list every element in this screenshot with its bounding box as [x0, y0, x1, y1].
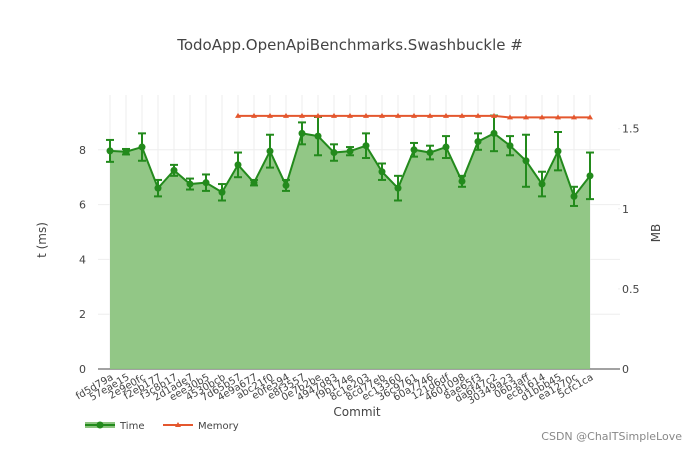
marker: [571, 114, 577, 120]
legend-label: Time: [119, 421, 144, 432]
marker: [570, 192, 578, 200]
marker: [235, 112, 241, 118]
chart-title: TodoApp.OpenApiBenchmarks.Swashbuckle #: [176, 36, 523, 54]
marker: [491, 112, 497, 118]
y-axis-label: t (ms): [35, 222, 49, 258]
marker: [523, 114, 529, 120]
marker: [426, 149, 434, 157]
marker: [555, 114, 561, 120]
marker: [459, 112, 465, 118]
marker: [186, 180, 194, 188]
marker: [283, 112, 289, 118]
marker: [138, 143, 146, 151]
x-axis-label: Commit: [333, 405, 380, 419]
marker: [442, 143, 450, 151]
legend-marker: [175, 422, 181, 427]
marker: [522, 157, 530, 165]
marker: [379, 112, 385, 118]
marker: [394, 184, 402, 192]
y-tick-label: 4: [79, 253, 86, 266]
y-tick-label: 2: [79, 308, 86, 321]
marker: [251, 112, 257, 118]
y2-tick-label: 0: [622, 363, 629, 376]
marker: [507, 114, 513, 120]
y2-tick-label: 1: [622, 203, 629, 216]
y-tick-label: 6: [79, 199, 86, 212]
marker: [234, 161, 242, 169]
marker: [282, 181, 290, 189]
marker: [154, 184, 162, 192]
marker: [490, 129, 498, 137]
marker: [378, 168, 386, 176]
marker: [475, 112, 481, 118]
marker: [122, 148, 130, 156]
area: [110, 133, 590, 369]
legend-label: Memory: [198, 421, 239, 432]
marker: [410, 146, 418, 154]
watermark: CSDN @ChaITSimpleLove: [541, 430, 682, 443]
marker: [202, 179, 210, 187]
marker: [331, 112, 337, 118]
marker: [106, 147, 114, 155]
y-tick-label: 0: [79, 363, 86, 376]
marker: [443, 112, 449, 118]
marker: [266, 147, 274, 155]
marker: [362, 142, 370, 150]
marker: [538, 180, 546, 188]
marker: [427, 112, 433, 118]
legend-item: Memory: [163, 421, 239, 432]
marker: [395, 112, 401, 118]
marker: [218, 188, 226, 196]
marker: [346, 147, 354, 155]
marker: [267, 112, 273, 118]
y-tick-label: 8: [79, 144, 86, 157]
marker: [314, 132, 322, 140]
marker: [298, 129, 306, 137]
y2-axis-label: MB: [649, 224, 663, 243]
marker: [299, 112, 305, 118]
marker: [250, 179, 258, 187]
marker: [347, 112, 353, 118]
marker: [330, 149, 338, 157]
marker: [170, 166, 178, 174]
marker: [554, 147, 562, 155]
legend-marker: [96, 421, 104, 429]
marker: [586, 172, 594, 180]
marker: [363, 112, 369, 118]
marker: [474, 138, 482, 146]
marker: [458, 177, 466, 185]
marker: [539, 114, 545, 120]
marker: [315, 112, 321, 118]
marker: [587, 114, 593, 120]
marker: [411, 112, 417, 118]
y2-tick-label: 0.5: [622, 283, 640, 296]
y2-tick-label: 1.5: [622, 123, 640, 136]
marker: [506, 142, 514, 150]
legend-item: Time: [85, 421, 144, 432]
